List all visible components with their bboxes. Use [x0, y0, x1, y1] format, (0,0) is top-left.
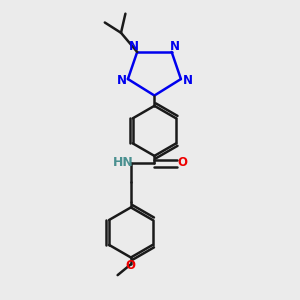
- Text: O: O: [177, 156, 188, 169]
- Text: N: N: [182, 74, 192, 87]
- Text: N: N: [129, 40, 139, 53]
- Text: N: N: [116, 74, 126, 87]
- Text: O: O: [126, 259, 136, 272]
- Text: HN: HN: [113, 156, 134, 169]
- Text: N: N: [169, 40, 180, 53]
